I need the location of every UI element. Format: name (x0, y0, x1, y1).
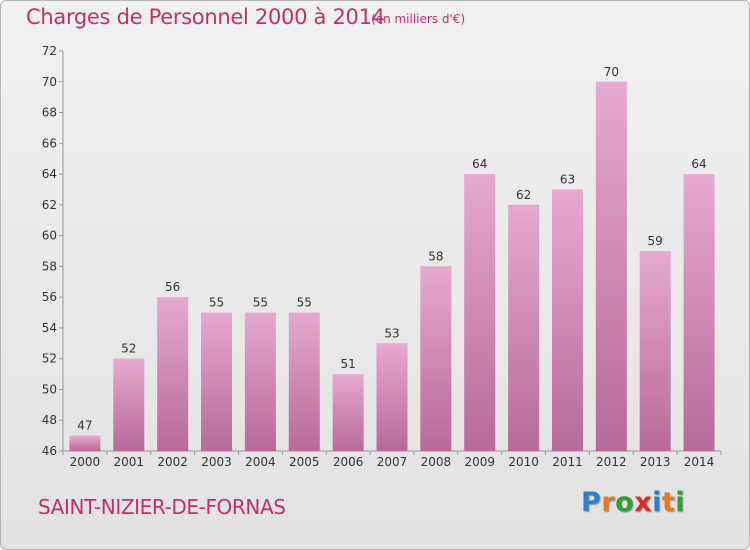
data-label: 53 (384, 326, 399, 340)
bar (639, 251, 671, 451)
bar-top (113, 358, 145, 361)
x-tick-label: 2000 (70, 455, 101, 469)
data-label: 70 (604, 65, 619, 79)
data-label: 51 (340, 357, 355, 371)
y-tick-label: 54 (42, 321, 57, 335)
chart-title: Charges de Personnel 2000 à 2014 (26, 5, 385, 29)
town-name: SAINT-NIZIER-DE-FORNAS (38, 495, 286, 519)
bar (201, 312, 233, 451)
bar (332, 374, 364, 451)
data-label: 47 (77, 419, 92, 433)
y-tick-label: 60 (42, 229, 57, 243)
logo-letter: i (675, 487, 686, 518)
x-tick-label: 2013 (640, 455, 671, 469)
bar-top (420, 266, 452, 269)
bar-top (508, 204, 540, 207)
bar (244, 312, 276, 451)
data-label: 55 (253, 296, 268, 310)
data-label: 59 (648, 234, 663, 248)
y-tick-label: 64 (42, 167, 57, 181)
bar (595, 81, 627, 452)
x-tick-label: 2012 (596, 455, 627, 469)
y-tick-label: 62 (42, 198, 57, 212)
y-tick-label: 66 (42, 136, 57, 150)
bar (551, 189, 583, 451)
axes: 46 48 50 52 54 56 58 60 62 64 66 68 70 72 2000 2001 2002… (42, 44, 722, 469)
y-tick-label: 50 (42, 382, 57, 396)
logo-letter: o (615, 487, 635, 518)
bar-top (288, 312, 320, 315)
data-label: 55 (297, 296, 312, 310)
bar (683, 174, 715, 452)
bar-top (595, 81, 627, 84)
x-tick-label: 2014 (684, 455, 715, 469)
logo-letter: x (634, 487, 653, 518)
logo-letter: i (652, 487, 662, 518)
chart-subtitle: (en milliers d'€) (371, 12, 466, 26)
bar-top (464, 174, 496, 177)
logo-letter: r (601, 487, 616, 518)
x-tick-label: 2010 (508, 455, 539, 469)
y-tick-label: 68 (42, 106, 57, 120)
y-tick-label: 48 (42, 413, 57, 427)
bar-top (683, 174, 715, 177)
logo-letter: t (661, 487, 676, 518)
bar-top (551, 189, 583, 192)
bar (464, 174, 496, 452)
data-label: 56 (165, 280, 180, 294)
y-tick-label: 72 (42, 44, 57, 58)
data-label: 64 (691, 157, 706, 171)
x-tick-label: 2011 (552, 455, 583, 469)
logo-letter: P (581, 487, 602, 518)
data-label: 52 (121, 342, 136, 356)
bar-top (332, 374, 364, 377)
bar (376, 343, 408, 451)
bar (69, 435, 101, 451)
bar (508, 204, 540, 451)
bar (420, 266, 452, 451)
bar (113, 358, 145, 451)
bar-top (201, 312, 233, 315)
data-label: 64 (472, 157, 487, 171)
y-tick-label: 70 (42, 75, 57, 89)
x-tick-label: 2006 (333, 455, 364, 469)
bar-top (639, 251, 671, 253)
data-label: 62 (516, 188, 531, 202)
bar-top (157, 297, 189, 300)
bars-group: 47 52 56 55 55 55 51 53 58 64 62 63 70 59 64 (69, 65, 715, 452)
y-tick-label: 58 (42, 259, 57, 273)
y-tick-label: 52 (42, 352, 57, 366)
x-tick-label: 2003 (201, 455, 232, 469)
data-label: 55 (209, 296, 224, 310)
bar-top (69, 435, 101, 438)
y-tick-label: 46 (42, 444, 57, 458)
x-tick-label: 2002 (157, 455, 188, 469)
x-tick-label: 2004 (245, 455, 276, 469)
x-tick-label: 2001 (114, 455, 145, 469)
y-tick-label: 56 (42, 290, 57, 304)
data-label: 58 (428, 249, 443, 263)
bar (288, 312, 320, 451)
x-tick-label: 2009 (464, 455, 495, 469)
data-label: 63 (560, 172, 575, 186)
x-tick-label: 2008 (421, 455, 452, 469)
bar-top (376, 343, 408, 346)
bar-top (244, 312, 276, 315)
x-tick-label: 2007 (377, 455, 408, 469)
bar (157, 297, 189, 451)
x-tick-label: 2005 (289, 455, 320, 469)
proxiti-logo[interactable]: Proxiti (581, 487, 685, 518)
